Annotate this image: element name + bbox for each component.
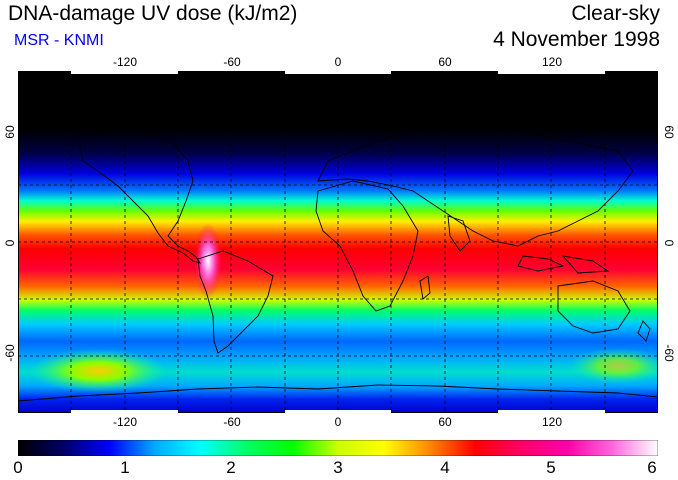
lat-tick-left-2: 0 [3, 239, 17, 247]
lon-tick-bottom-1: -120 [112, 415, 138, 429]
sky-condition: Clear-sky [571, 2, 660, 25]
graticule [18, 71, 658, 413]
map-date: 4 November 1998 [493, 28, 660, 51]
lon-tick-top-4: 60 [438, 55, 452, 69]
lon-tick-bottom-4: 60 [438, 415, 452, 429]
lat-tick-right-3: -60 [662, 344, 676, 362]
colorbar-label-0: 0 [13, 458, 23, 477]
lat-tick-right-2: 0 [662, 239, 676, 247]
southern-high-region [568, 348, 658, 384]
colorbar-label-6: 6 [647, 458, 657, 477]
colorbar-label-5: 5 [546, 458, 556, 477]
colorbar-label-1: 1 [120, 458, 130, 477]
coastlines [18, 88, 658, 402]
lon-tick-top-5: 120 [541, 55, 563, 69]
uv-dose-map [18, 71, 658, 413]
lon-tick-top-2: -60 [223, 55, 241, 69]
map-title: DNA-damage UV dose (kJ/m2) [8, 2, 298, 25]
lat-tick-right-1: 60 [662, 125, 676, 139]
lon-tick-bottom-5: 120 [541, 415, 563, 429]
frame-scale [71, 71, 605, 413]
colorbar [18, 440, 658, 456]
source-label: MSR - KNMI [14, 32, 104, 49]
colorbar-label-2: 2 [226, 458, 236, 477]
lat-tick-left-3: -60 [3, 344, 17, 362]
lon-tick-top-3: 0 [334, 55, 342, 69]
lon-tick-bottom-2: -60 [223, 415, 241, 429]
lat-tick-left-1: 60 [3, 125, 17, 139]
colorbar-label-3: 3 [333, 458, 343, 477]
lon-tick-top-1: -120 [112, 55, 138, 69]
lon-tick-bottom-3: 0 [334, 415, 342, 429]
pacific-high-region [28, 349, 168, 393]
colorbar-label-4: 4 [440, 458, 450, 477]
